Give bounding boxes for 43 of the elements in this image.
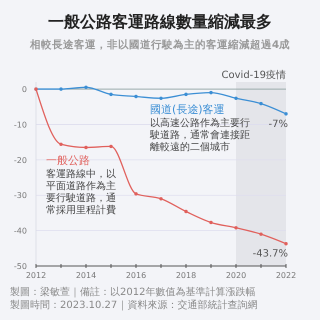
x-tick-label: 2016: [126, 271, 146, 280]
text: 製圖時間：2023.10.27｜資料來源：交通部統計查詢網: [10, 299, 258, 311]
point: [84, 146, 88, 150]
point: [159, 96, 163, 100]
point: [134, 94, 138, 98]
x-tick-label: 2014: [76, 271, 96, 280]
point: [159, 197, 163, 200]
point: [109, 144, 113, 148]
series-label: 國道(長途)客運: [150, 103, 225, 116]
point: [184, 92, 188, 96]
annotation: 客運路線中，以平面道路作為主要行駛道路，通常採用里程計費: [46, 168, 116, 216]
point: [284, 242, 288, 246]
y-tick-label: -50: [14, 262, 27, 271]
y-tick-label: 0: [22, 85, 27, 94]
point: [259, 232, 263, 236]
x-tick-label: 2012: [26, 271, 46, 280]
x-tick-label: 2018: [176, 271, 196, 280]
series-label: 一般公路: [46, 154, 90, 167]
annotation: 以高速公路作為主要行駛道路，通常會連接距離較遠的二個城市: [149, 117, 250, 153]
point: [109, 92, 113, 96]
point: [284, 112, 288, 116]
data-label: -7%: [268, 118, 288, 130]
point: [84, 86, 88, 90]
point: [234, 226, 238, 230]
y-tick-label: -30: [14, 191, 27, 200]
point: [209, 90, 213, 94]
band-label: Covid-19疫情: [222, 69, 286, 81]
x-tick-label: 2020: [226, 271, 246, 280]
y-tick-label: -40: [14, 226, 27, 236]
y-tick-label: -10: [14, 120, 27, 130]
point: [184, 210, 188, 214]
text: 製圖：梁敏萱｜備註：以2012年數值為基準計算漲跌幅: [10, 286, 256, 298]
y-tick-label: -20: [14, 156, 27, 165]
point: [209, 220, 213, 224]
point: [234, 96, 238, 100]
chart-subtitle: 相較長途客運，非以國道行駛為主的客運縮減超過4成: [28, 38, 290, 51]
data-label: -43.7%: [252, 248, 288, 260]
x-tick-label: 2022: [276, 271, 296, 280]
point: [134, 192, 138, 196]
chart-title: 一般公路客運路線數量縮減最多: [48, 12, 272, 31]
point: [59, 142, 63, 146]
point: [59, 87, 63, 91]
point: [259, 102, 263, 106]
